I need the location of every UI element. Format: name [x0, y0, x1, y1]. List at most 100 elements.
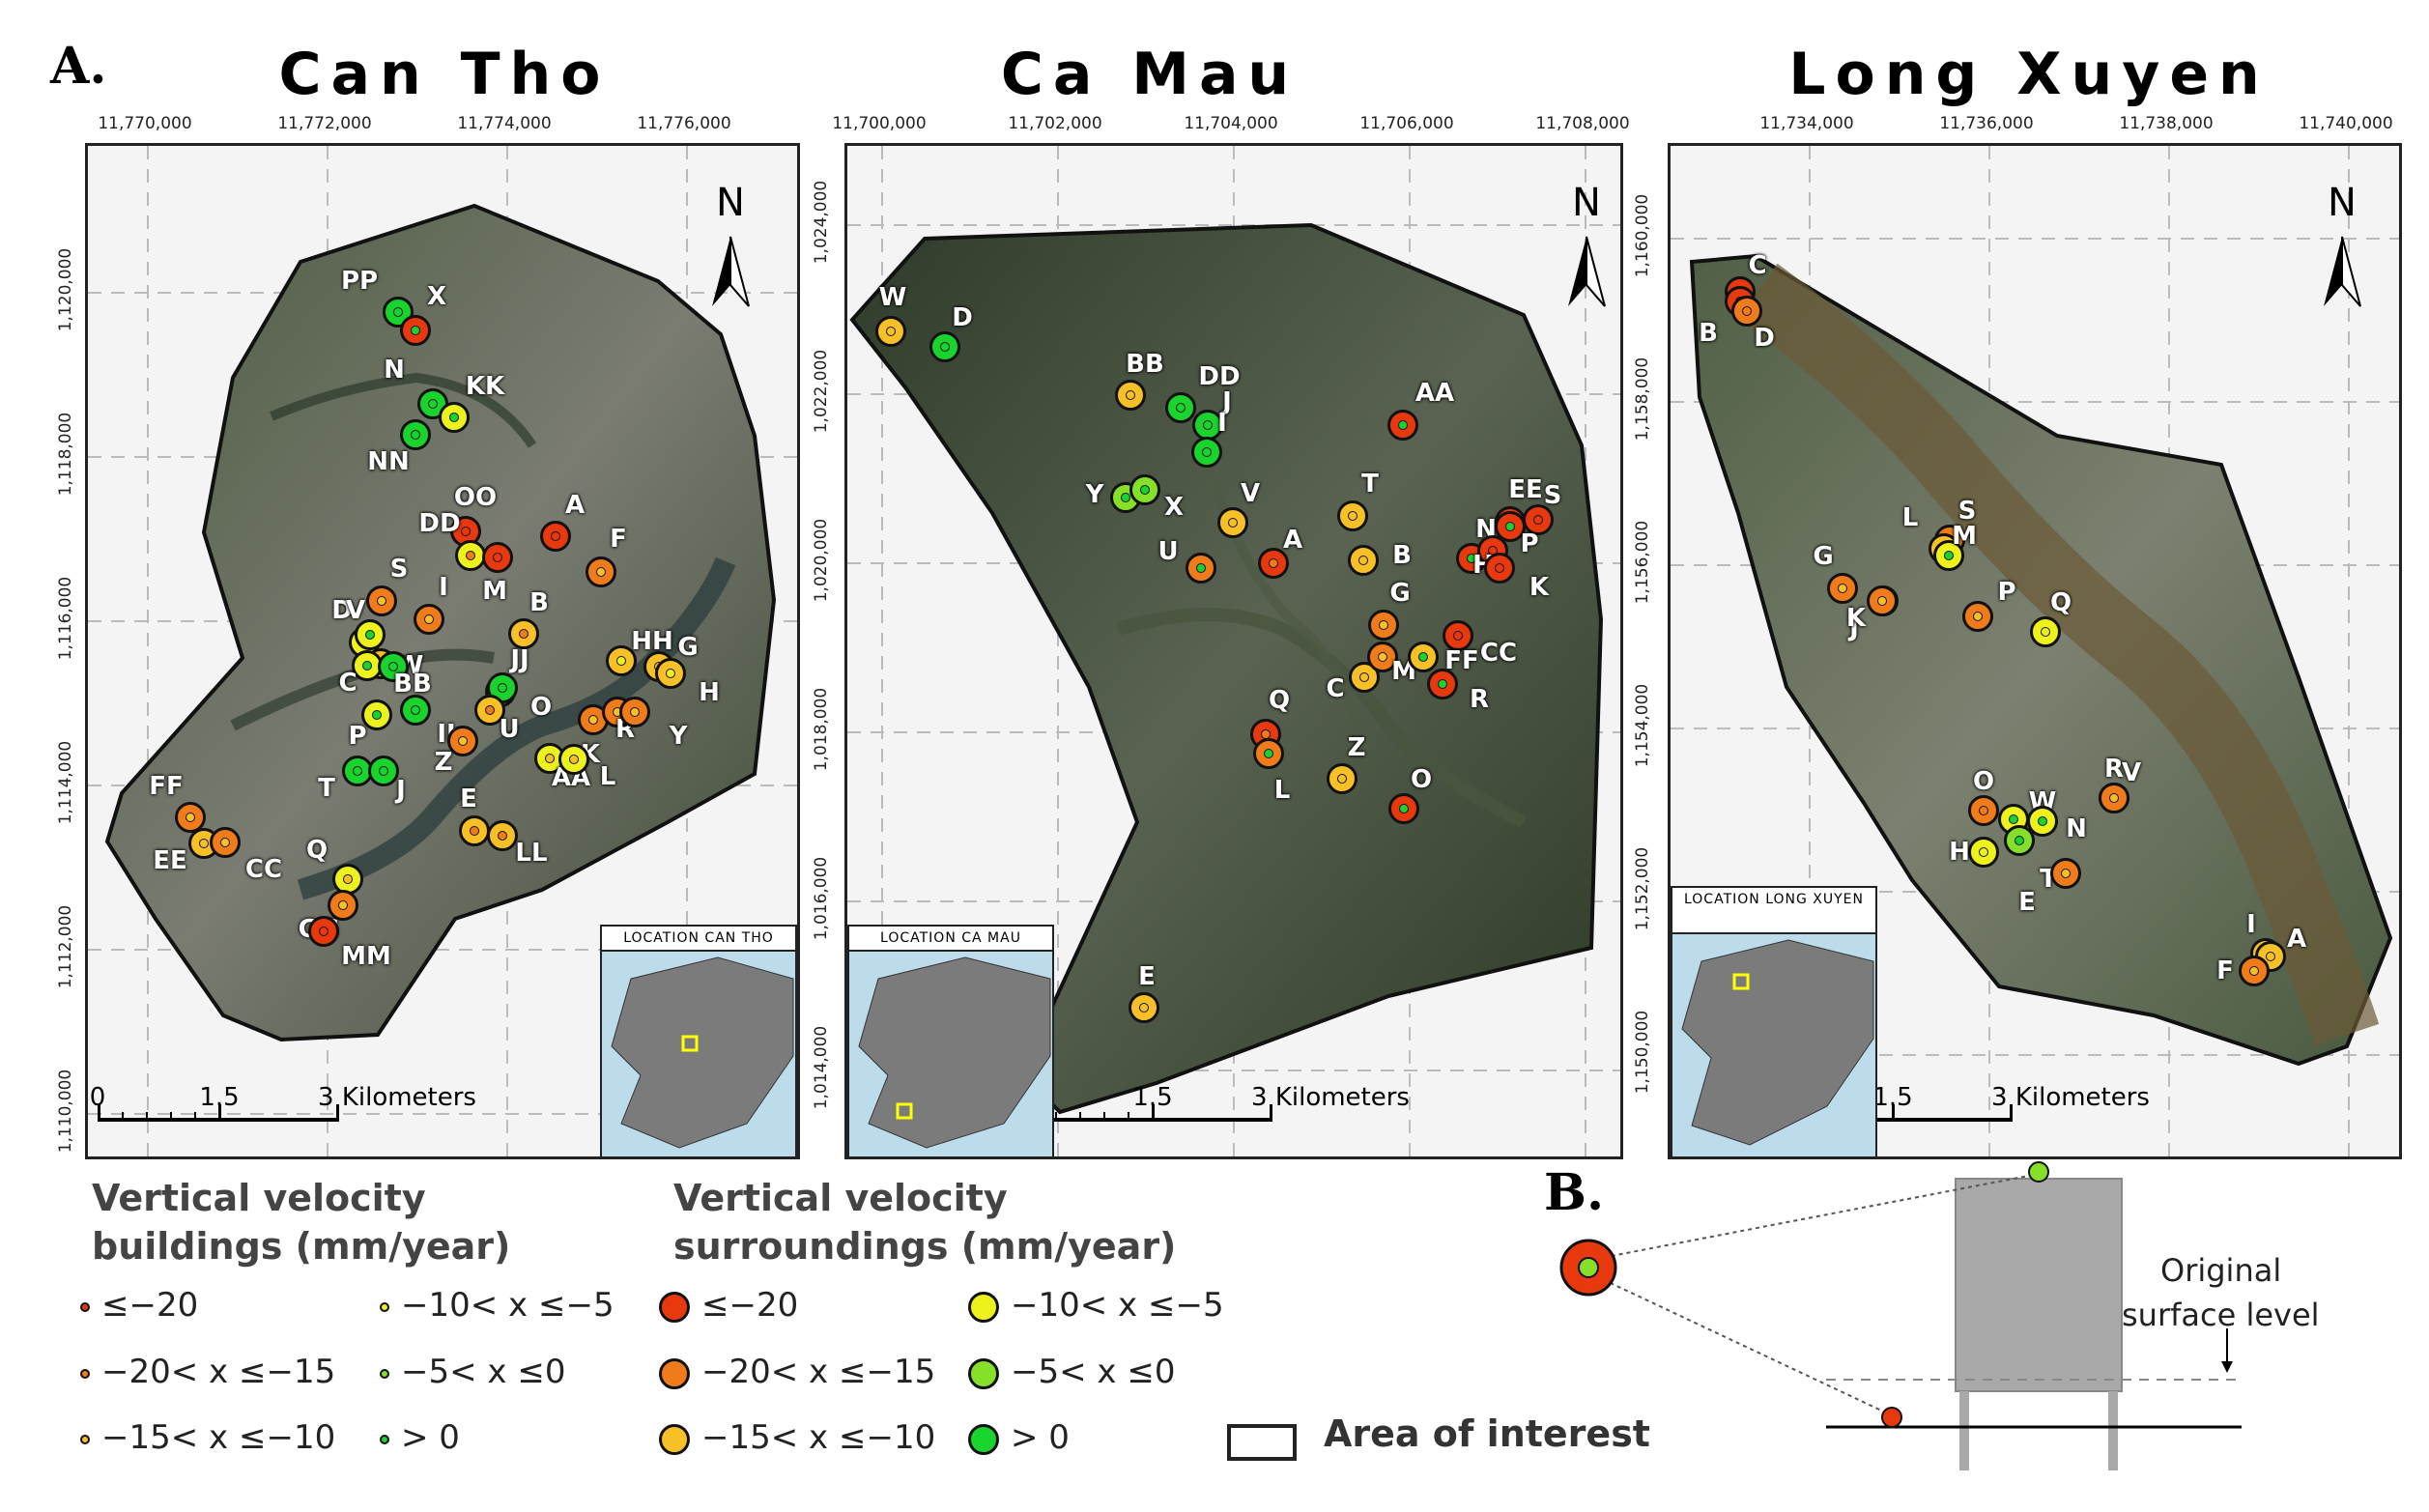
y-tick: 1,152,000 [1633, 846, 1652, 931]
map-point-label: U [499, 715, 520, 744]
map-point-label: H [1949, 838, 1970, 867]
map-point-label: FF [149, 772, 184, 801]
x-tick: 11,772,000 [277, 114, 372, 133]
legend-label-le20: ≤−20 [101, 1286, 199, 1325]
inset-title: LOCATION CAN THO [602, 927, 795, 952]
map-point-label: S [389, 555, 409, 584]
original-label: Original [2160, 1252, 2282, 1289]
y-tick: 1,020,000 [812, 518, 831, 603]
map-point-label: E [460, 785, 477, 813]
scale-label: 0 [89, 1083, 106, 1112]
map-point-label: R [2103, 755, 2125, 784]
map-point-label: L [599, 762, 616, 791]
area-of-interest-long-xuyen [1689, 253, 2393, 1067]
map-point-building [1378, 652, 1387, 662]
map-point-label: C [1748, 251, 1767, 280]
map-point-label: Z [434, 748, 453, 777]
map-point-building [551, 531, 560, 541]
map-point-building [588, 715, 598, 725]
map-point-label: H [699, 678, 720, 707]
map-point-building [343, 874, 353, 884]
x-tick: 11,734,000 [1759, 114, 1854, 133]
map-point-label: K [1529, 573, 1550, 602]
map-point-building [1337, 774, 1347, 784]
map-point-building [379, 766, 388, 776]
x-tick: 11,738,000 [2119, 114, 2214, 133]
map-point-label: Y [1085, 480, 1104, 509]
legend-label-gt0: > 0 [401, 1418, 460, 1457]
map-point-label: DD [1198, 362, 1241, 391]
map-point-label: O [1972, 767, 1995, 796]
map-point-building [411, 705, 420, 715]
map-point-building [485, 705, 495, 715]
map-point-building [1973, 612, 1983, 621]
y-tick: 1,024,000 [812, 180, 831, 265]
map-point-label: G [1813, 542, 1834, 571]
map-point-label: O [1410, 765, 1433, 794]
location-inset-long-xuyen: LOCATION LONG XUYEN [1671, 886, 1877, 1156]
location-inset-can-tho: LOCATION CAN THO [600, 925, 797, 1156]
map-point-label: R [1469, 685, 1490, 714]
area-of-interest-ca-mau [849, 222, 1604, 1115]
map-point-label: D [952, 303, 973, 332]
map-point-building [319, 927, 329, 936]
map-point-label: T [318, 774, 335, 803]
map-point-building [1838, 584, 1847, 593]
map-point-surrounding [378, 651, 409, 682]
map-point-building [220, 838, 230, 847]
map-point-label: Z [1347, 733, 1366, 762]
legend-label-le20: ≤−20 [701, 1286, 799, 1325]
map-point-label: Q [1268, 686, 1291, 715]
y-tick: 1,018,000 [812, 687, 831, 772]
map-point-surrounding [361, 699, 392, 730]
map-point-building [424, 614, 434, 624]
map-point-label: P [348, 722, 367, 751]
map-point-building [466, 551, 475, 560]
map-point-surrounding [487, 820, 518, 851]
x-tick: 11,740,000 [2299, 114, 2393, 133]
x-tick: 11,776,000 [637, 114, 731, 133]
map-point-building [1203, 420, 1213, 430]
map-point-surrounding [1191, 437, 1222, 468]
x-tick: 11,708,000 [1535, 114, 1630, 133]
map-point-label: S [1957, 497, 1977, 526]
legend-label-m10_m5: −10< x ≤−5 [1011, 1286, 1224, 1325]
map-point-label: Q [2049, 588, 2072, 617]
y-tick: 1,116,000 [56, 576, 75, 661]
map-point-building [1495, 563, 1504, 573]
legend-label-m5_0: −5< x ≤0 [1011, 1353, 1176, 1391]
legend-swatch-m20_m15 [659, 1358, 690, 1389]
diagram-b [1559, 1161, 2242, 1470]
map-point-surrounding [439, 402, 470, 433]
map-point-building [1877, 596, 1887, 606]
map-point-label: LL [515, 839, 548, 868]
ground-point [1881, 1407, 1902, 1428]
map-point-building [1438, 679, 1447, 689]
area-of-interest-swatch [1227, 1424, 1297, 1461]
map-point-label: S [1543, 481, 1562, 510]
map-point-building [1121, 493, 1130, 502]
north-arrow-long-xuyen: N [2308, 181, 2376, 316]
y-tick: 1,160,000 [1633, 193, 1652, 278]
map-point-building [1979, 806, 1988, 815]
map-point-label: C [1326, 674, 1345, 703]
map-point-building [372, 710, 382, 720]
legend-swatch-gt0 [968, 1424, 999, 1455]
map-point-label: U [1157, 537, 1179, 566]
map-point-building [1358, 556, 1368, 565]
map-point-label: OO [453, 483, 498, 512]
scale-label: 1.5 [199, 1083, 240, 1112]
map-point-label: O [529, 693, 553, 722]
map-point-surrounding [2027, 806, 2058, 837]
map-point-label: PP [340, 267, 379, 296]
location-inset-ca-mau: LOCATION CA MAU [847, 925, 1054, 1156]
map-point-building [1418, 652, 1428, 662]
map-point-building [338, 900, 348, 910]
map-point-building [1264, 749, 1273, 758]
map-point-building [1176, 403, 1186, 413]
legend-swatch-m10_m5 [380, 1302, 389, 1312]
y-tick: 1,120,000 [56, 247, 75, 332]
map-point-building [569, 755, 579, 764]
x-tick: 11,700,000 [832, 114, 927, 133]
map-point-building [2041, 627, 2050, 637]
